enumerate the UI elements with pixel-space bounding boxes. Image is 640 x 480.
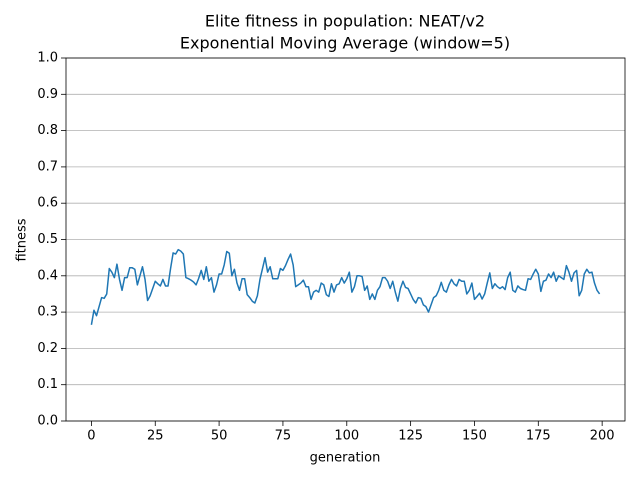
- chart-subtitle: Exponential Moving Average (window=5): [180, 34, 510, 53]
- x-tick-label: 50: [211, 429, 228, 444]
- x-tick-label: 150: [462, 429, 487, 444]
- x-axis-label: generation: [310, 451, 381, 466]
- axes-frame: [65, 57, 626, 422]
- y-axis-label: fitness: [15, 218, 30, 261]
- y-tick-label: 0.8: [37, 123, 58, 138]
- y-tick-label: 0.7: [37, 159, 58, 174]
- y-tick-label: 0.2: [37, 341, 58, 356]
- x-tick-label: 175: [526, 429, 551, 444]
- x-tick-label: 25: [147, 429, 164, 444]
- x-tick-label: 75: [275, 429, 292, 444]
- x-tick-label: 100: [334, 429, 359, 444]
- x-tick-label: 0: [87, 429, 95, 444]
- y-tick-label: 1.0: [37, 51, 58, 66]
- chart-title: Elite fitness in population: NEAT/v2: [205, 12, 485, 31]
- line: [90, 248, 601, 325]
- y-tick-label: 0.3: [37, 305, 58, 320]
- y-tick-label: 0.1: [37, 377, 58, 392]
- x-tick-label: 200: [590, 429, 615, 444]
- x-tick-label: 125: [398, 429, 423, 444]
- y-tick-label: 0.0: [37, 414, 58, 429]
- y-tick-label: 0.5: [37, 232, 58, 247]
- y-tick-label: 0.6: [37, 196, 58, 211]
- y-tick-label: 0.4: [37, 268, 58, 283]
- y-tick-label: 0.9: [37, 87, 58, 102]
